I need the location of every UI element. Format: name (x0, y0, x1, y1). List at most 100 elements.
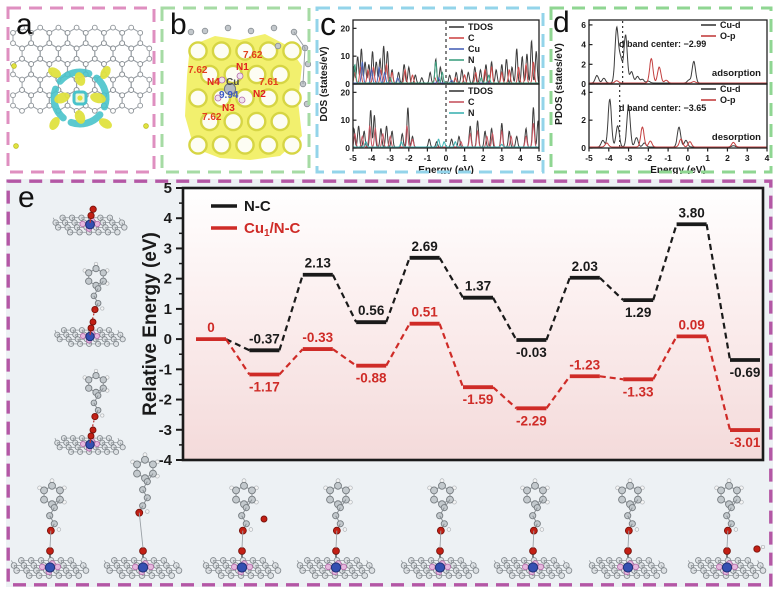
graphene-sheet (296, 557, 376, 579)
svg-text:0.56: 0.56 (358, 303, 385, 318)
panel-e-label: e (18, 181, 35, 214)
svg-text:0.51: 0.51 (411, 305, 438, 320)
charge-isosurface (11, 63, 149, 149)
series-N-C: -0.37 2.13 0.56 2.69 1.37 -0.03 2.03 1.29 3.80 -0… (225, 205, 761, 380)
charge-density-plot (6, 6, 156, 174)
svg-text:-0.69: -0.69 (730, 365, 761, 380)
energy-profile-chart: 5 4 3 2 1 0 -1 -2 -3 -4 Relative Energy (eV) N-C Cu1… (6, 179, 773, 587)
svg-text:DOS (states/eV): DOS (states/eV) (319, 46, 330, 121)
y-axis: 5 4 3 2 1 0 -1 -2 -3 -4 (159, 180, 183, 469)
svg-text:N2: N2 (253, 89, 266, 100)
svg-text:2: 2 (725, 153, 730, 163)
svg-text:-0.33: -0.33 (302, 330, 333, 345)
reaction-step-structure (493, 478, 573, 579)
svg-text:-4: -4 (159, 452, 173, 469)
svg-text:-2: -2 (645, 153, 653, 163)
svg-text:Cu1/N-C: Cu1/N-C (244, 220, 301, 239)
cinnamaldehyde-molecule (520, 478, 550, 535)
svg-text:-2.29: -2.29 (516, 413, 547, 428)
chart-legend: N-C Cu1/N-C (211, 198, 301, 239)
svg-text:-0.37: -0.37 (249, 331, 280, 346)
cinnamaldehyde-molecule (615, 478, 645, 535)
svg-text:1: 1 (705, 153, 710, 163)
svg-text:0: 0 (581, 143, 586, 153)
cinnamaldehyde-molecule (82, 368, 110, 421)
svg-text:2.03: 2.03 (572, 259, 599, 274)
x-axis: -5 -4 -3 -2 -1 0 1 2 3 4 Energy (eV) (585, 148, 770, 174)
left-structures (52, 205, 128, 455)
svg-text:N: N (468, 55, 475, 65)
svg-text:desorption: desorption (712, 132, 761, 143)
reaction-step-structure (103, 452, 183, 579)
svg-text:20: 20 (341, 23, 351, 33)
svg-text:0: 0 (164, 331, 172, 348)
svg-text:4: 4 (581, 87, 586, 97)
svg-text:2: 2 (581, 59, 586, 69)
graphene-sheet (588, 557, 668, 579)
svg-text:N1: N1 (236, 62, 249, 73)
svg-text:0: 0 (686, 153, 691, 163)
svg-text:N3: N3 (222, 103, 235, 114)
svg-text:2.13: 2.13 (305, 256, 332, 271)
reaction-step-structure (202, 478, 282, 579)
svg-text:3: 3 (164, 240, 172, 257)
svg-text:4: 4 (164, 210, 173, 227)
svg-text:7.62: 7.62 (243, 50, 263, 61)
cinnamaldehyde-molecule (323, 478, 353, 535)
cinnamaldehyde-molecule (714, 478, 744, 535)
svg-text:Relative Energy (eV): Relative Energy (eV) (140, 232, 161, 416)
svg-text:3: 3 (499, 153, 504, 163)
graphene-sheet (493, 557, 573, 579)
svg-text:-1: -1 (424, 153, 432, 163)
svg-text:-1.59: -1.59 (463, 392, 494, 407)
svg-text:Cu-d: Cu-d (720, 20, 741, 30)
graphene-sheet (52, 205, 128, 236)
reaction-step-structure (588, 478, 668, 579)
svg-text:TDOS: TDOS (468, 22, 493, 32)
cinnamaldehyde-molecule (37, 478, 67, 535)
svg-text:N: N (468, 108, 475, 118)
svg-text:3.80: 3.80 (678, 205, 704, 220)
svg-text:O-p: O-p (720, 31, 736, 41)
bader-structure (185, 24, 311, 160)
svg-text:10: 10 (341, 115, 351, 125)
panel-c: 0 10 20 TDOS C Cu N 0 10 20 TDOS C N -5 -4 -3 -2 -1 0 1 2 3 4 5… (315, 6, 545, 174)
svg-text:4: 4 (765, 153, 770, 163)
reaction-step-structure (296, 478, 376, 579)
svg-text:5: 5 (164, 180, 172, 197)
reaction-step-structure (687, 478, 767, 579)
svg-text:1: 1 (164, 301, 172, 318)
svg-text:Energy (eV): Energy (eV) (418, 165, 474, 174)
svg-text:N4: N4 (207, 77, 220, 88)
panel-e: 5 4 3 2 1 0 -1 -2 -3 -4 Relative Energy (eV) N-C Cu1… (6, 179, 773, 587)
svg-text:7.62: 7.62 (188, 65, 208, 76)
svg-text:-3: -3 (625, 153, 633, 163)
graphene-sheet (687, 557, 767, 579)
svg-text:0: 0 (444, 153, 449, 163)
svg-text:adsorption: adsorption (712, 68, 761, 79)
svg-text:-4: -4 (368, 153, 376, 163)
panel-a: a (6, 6, 156, 174)
svg-text:O-p: O-p (720, 95, 736, 105)
svg-text:d band center: −3.65: d band center: −3.65 (619, 103, 706, 113)
reaction-step-structure (10, 478, 90, 579)
svg-text:2: 2 (581, 115, 586, 125)
svg-text:-1: -1 (159, 361, 172, 378)
reaction-step-structure (400, 478, 480, 579)
svg-text:7.62: 7.62 (202, 112, 222, 123)
graphene-sheet (10, 557, 90, 579)
svg-text:PDOS (states/eV): PDOS (states/eV) (554, 43, 565, 125)
svg-text:9.94: 9.94 (219, 90, 239, 101)
graphene-sheet (103, 557, 183, 579)
svg-text:1.37: 1.37 (465, 279, 491, 294)
graphene-sheet (400, 557, 480, 579)
panel-d-label: d (553, 6, 570, 39)
svg-text:Cu: Cu (226, 77, 239, 88)
svg-text:C: C (468, 97, 475, 107)
